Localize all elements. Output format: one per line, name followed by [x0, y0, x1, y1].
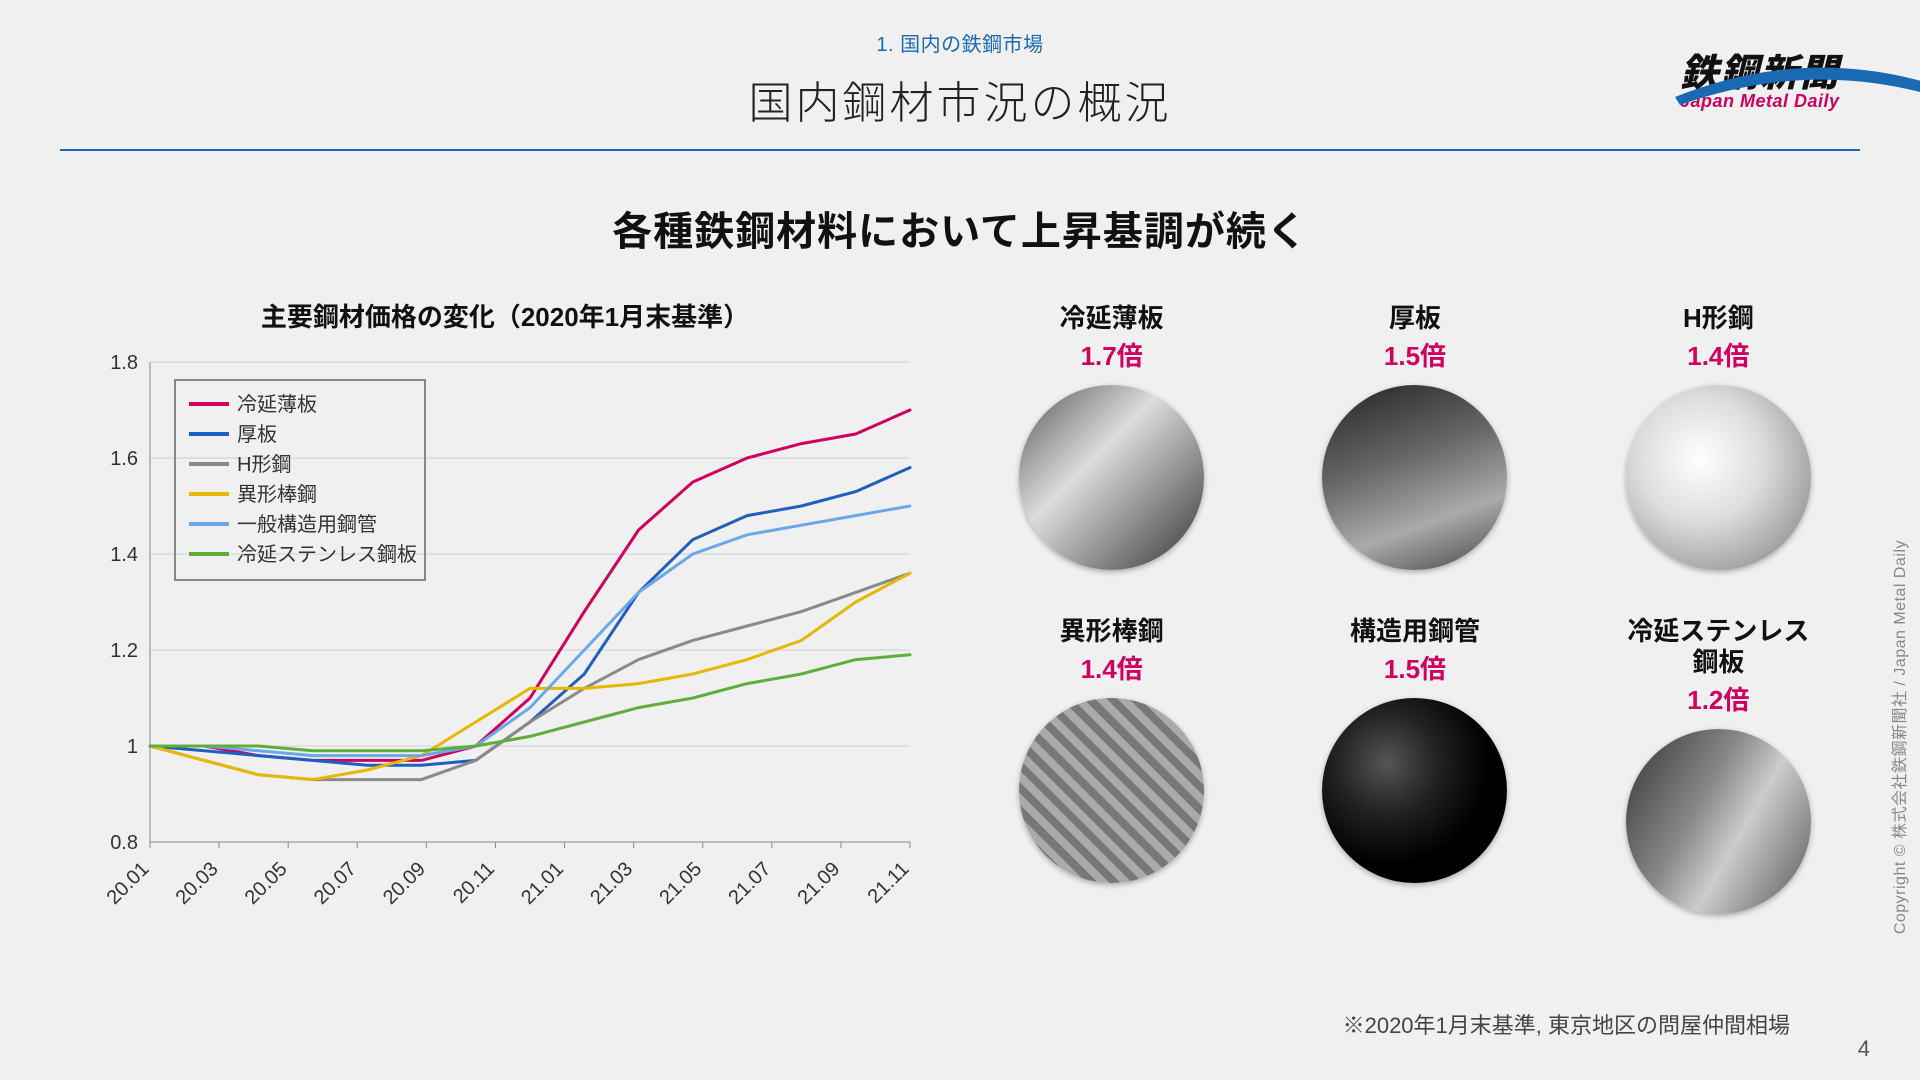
- chart-panel: 主要鋼材価格の変化（2020年1月末基準） 0.8 1 1.2 1.4 1.6 1.8 20…: [80, 297, 930, 932]
- material-card: H形鋼1.4倍: [1577, 303, 1860, 588]
- material-card: 異形棒鋼1.4倍: [970, 616, 1253, 932]
- material-name: 冷延薄板: [970, 303, 1253, 334]
- line-chart: 0.8 1 1.2 1.4 1.6 1.8 20.01 20.03 20.05 20.07 20.0…: [80, 352, 930, 932]
- page-title: 国内鋼材市況の概況: [0, 67, 1920, 131]
- logo-en: Japan Metal Daily: [1680, 91, 1840, 112]
- material-multiplier: 1.4倍: [1577, 336, 1860, 373]
- svg-text:1.8: 1.8: [110, 352, 138, 374]
- svg-text:21.09: 21.09: [793, 858, 844, 909]
- headline: 各種鉄鋼材料において上昇基調が続く: [0, 199, 1920, 257]
- material-multiplier: 1.5倍: [1273, 649, 1556, 686]
- svg-text:21.05: 21.05: [655, 858, 706, 909]
- svg-text:20.03: 20.03: [172, 858, 223, 909]
- svg-text:冷延ステンレス鋼板: 冷延ステンレス鋼板: [237, 543, 417, 566]
- page-number: 4: [1858, 1036, 1870, 1062]
- svg-text:0.8: 0.8: [110, 832, 138, 854]
- material-multiplier: 1.4倍: [970, 649, 1253, 686]
- material-multiplier: 1.5倍: [1273, 336, 1556, 373]
- svg-text:異形棒鋼: 異形棒鋼: [237, 483, 317, 506]
- svg-text:1.6: 1.6: [110, 448, 138, 470]
- material-card: 厚板1.5倍: [1273, 303, 1556, 588]
- materials-grid: 冷延薄板1.7倍厚板1.5倍H形鋼1.4倍異形棒鋼1.4倍構造用鋼管1.5倍冷延…: [970, 297, 1860, 932]
- svg-text:20.07: 20.07: [310, 858, 361, 909]
- footnote: ※2020年1月末基準, 東京地区の問屋仲間相場: [1343, 1008, 1790, 1040]
- svg-text:一般構造用鋼管: 一般構造用鋼管: [237, 513, 377, 536]
- svg-text:20.09: 20.09: [379, 858, 430, 909]
- svg-text:冷延薄板: 冷延薄板: [237, 393, 317, 416]
- material-card: 構造用鋼管1.5倍: [1273, 616, 1556, 932]
- material-name: H形鋼: [1577, 303, 1860, 334]
- svg-text:20.11: 20.11: [449, 858, 499, 908]
- material-card: 冷延ステンレス鋼板1.2倍: [1577, 616, 1860, 932]
- chart-title: 主要鋼材価格の変化（2020年1月末基準）: [80, 297, 930, 334]
- material-image: [1626, 385, 1811, 570]
- logo: 鉄鋼新聞 Japan Metal Daily: [1680, 55, 1840, 112]
- material-image: [1019, 698, 1204, 883]
- svg-text:21.07: 21.07: [724, 858, 775, 909]
- svg-text:20.05: 20.05: [241, 858, 292, 909]
- svg-text:1.2: 1.2: [110, 640, 138, 662]
- copyright: Copyright © 株式会社鉄鋼新聞社 / Japan Metal Dail…: [1886, 540, 1910, 934]
- svg-text:厚板: 厚板: [237, 423, 277, 446]
- svg-text:21.03: 21.03: [586, 858, 637, 909]
- material-name: 冷延ステンレス鋼板: [1577, 616, 1860, 678]
- svg-text:1.4: 1.4: [110, 544, 138, 566]
- material-image: [1322, 385, 1507, 570]
- svg-text:20.01: 20.01: [103, 858, 154, 909]
- material-image: [1019, 385, 1204, 570]
- logo-jp: 鉄鋼新聞: [1680, 55, 1840, 93]
- material-name: 異形棒鋼: [970, 616, 1253, 647]
- section-label: 1. 国内の鉄鋼市場: [0, 28, 1920, 57]
- material-multiplier: 1.2倍: [1577, 680, 1860, 717]
- svg-text:21.11: 21.11: [864, 858, 914, 908]
- material-image: [1322, 698, 1507, 883]
- svg-text:21.01: 21.01: [517, 858, 568, 909]
- material-image: [1626, 729, 1811, 914]
- svg-text:1: 1: [127, 736, 138, 758]
- header-divider: [60, 149, 1860, 151]
- material-name: 構造用鋼管: [1273, 616, 1556, 647]
- material-card: 冷延薄板1.7倍: [970, 303, 1253, 588]
- material-multiplier: 1.7倍: [970, 336, 1253, 373]
- material-name: 厚板: [1273, 303, 1556, 334]
- svg-text:H形鋼: H形鋼: [237, 453, 291, 476]
